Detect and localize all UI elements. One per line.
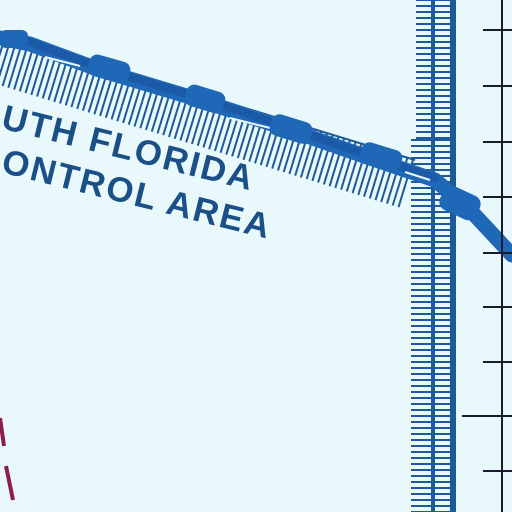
grid-line: [462, 0, 512, 512]
airway-route: [0, 30, 512, 263]
control-area-boundary-vertical: [411, 0, 456, 512]
moa-dashed-boundary: [0, 417, 15, 501]
